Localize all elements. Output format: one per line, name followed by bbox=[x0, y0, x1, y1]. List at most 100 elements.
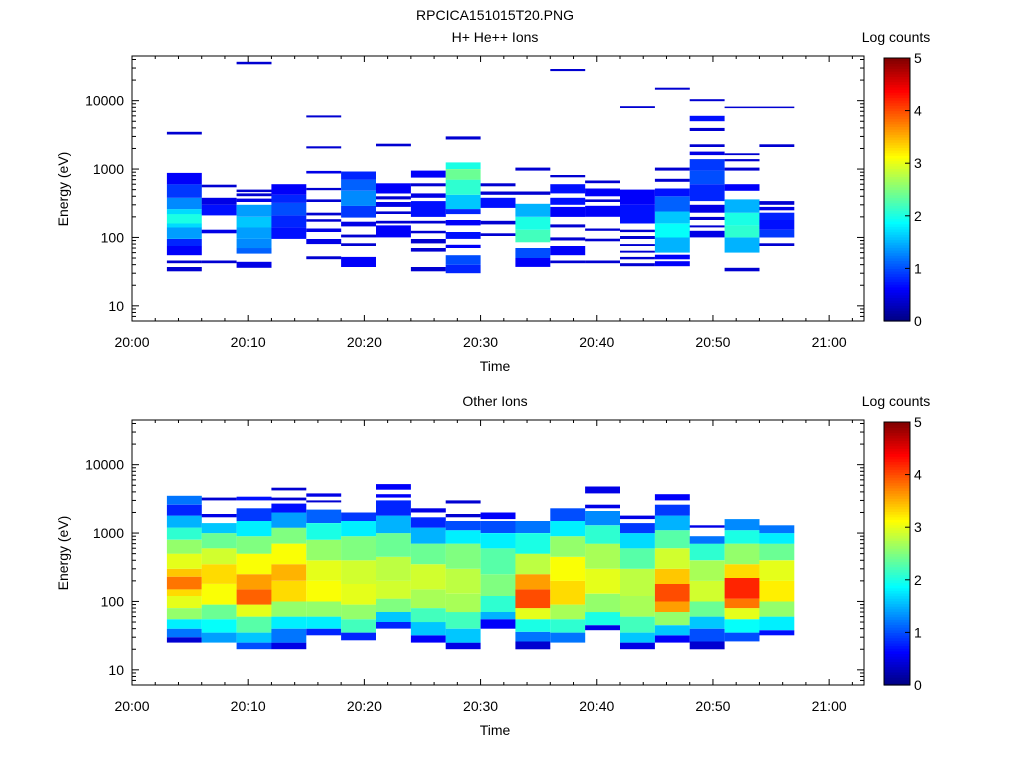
colorbar-swatch bbox=[884, 627, 910, 631]
heatmap-cell bbox=[585, 625, 620, 631]
colorbar-swatch bbox=[884, 422, 910, 426]
colorbar-swatch bbox=[884, 663, 910, 668]
heatmap-cell bbox=[620, 533, 655, 549]
heatmap-cell bbox=[620, 204, 655, 224]
heatmap-cell bbox=[759, 560, 795, 581]
colorbar-swatch bbox=[884, 548, 910, 552]
colorbar-swatch bbox=[884, 239, 910, 243]
heatmap-cell bbox=[689, 628, 725, 642]
colorbar-swatch bbox=[884, 582, 910, 586]
heatmap-cell bbox=[410, 622, 446, 636]
colorbar-swatch bbox=[884, 479, 910, 484]
y-tick-label: 10000 bbox=[85, 457, 124, 473]
heatmap-cell bbox=[166, 223, 202, 228]
heatmap-cell bbox=[410, 608, 446, 623]
colorbar-swatch bbox=[884, 134, 910, 138]
colorbar-swatch bbox=[884, 529, 910, 534]
heatmap-cell bbox=[410, 170, 446, 178]
heatmap-cell bbox=[376, 211, 411, 214]
heatmap-cell bbox=[236, 496, 272, 501]
heatmap-cell bbox=[654, 494, 690, 501]
colorbar-swatch bbox=[884, 677, 910, 681]
heatmap-cell bbox=[480, 574, 516, 596]
colorbar-swatch bbox=[884, 192, 910, 196]
colorbar-swatch bbox=[884, 81, 910, 85]
heatmap-cell bbox=[724, 543, 760, 565]
colorbar-swatch bbox=[884, 105, 910, 109]
heatmap-cell bbox=[306, 239, 342, 245]
heatmap-cell bbox=[585, 180, 620, 184]
heatmap-cell bbox=[724, 632, 760, 642]
colorbar-swatch bbox=[884, 276, 910, 280]
heatmap-cell bbox=[410, 201, 446, 217]
colorbar-swatch bbox=[884, 437, 910, 442]
heatmap-cell bbox=[480, 521, 516, 533]
colorbar-swatch bbox=[884, 215, 910, 220]
heatmap-cell bbox=[376, 533, 411, 557]
heatmap-cell bbox=[166, 608, 202, 620]
heatmap-cell bbox=[410, 527, 446, 544]
colorbar-swatch bbox=[884, 292, 910, 296]
x-tick-label: 20:00 bbox=[114, 334, 149, 350]
heatmap-cell bbox=[724, 106, 760, 109]
colorbar-swatch bbox=[884, 126, 910, 130]
colorbar-swatch bbox=[884, 640, 910, 644]
heatmap-cell bbox=[585, 568, 620, 594]
heatmap-cell bbox=[410, 267, 446, 272]
heatmap-cell bbox=[341, 221, 376, 227]
colorbar-swatch bbox=[884, 542, 910, 547]
colorbar-swatch bbox=[884, 487, 910, 491]
heatmap-cell bbox=[550, 536, 586, 557]
colorbar-swatch bbox=[884, 642, 910, 647]
heatmap-cell bbox=[166, 131, 202, 135]
colorbar-swatch bbox=[884, 213, 910, 217]
heatmap-cell bbox=[236, 574, 272, 590]
heatmap-cell bbox=[236, 189, 272, 193]
heatmap-cell bbox=[515, 191, 551, 195]
plot-frame bbox=[131, 55, 865, 322]
heatmap-cell bbox=[759, 243, 795, 246]
x-tick-label: 20:30 bbox=[463, 334, 498, 350]
heatmap-cell bbox=[236, 508, 272, 521]
heatmap-cell bbox=[759, 533, 795, 544]
colorbar-swatch bbox=[884, 289, 910, 293]
colorbar-swatch bbox=[884, 118, 910, 122]
heatmap-cell bbox=[480, 233, 516, 236]
colorbar-swatch bbox=[884, 86, 910, 91]
heatmap-cell bbox=[620, 250, 655, 253]
colorbar-swatch bbox=[884, 97, 910, 101]
colorbar-swatch bbox=[884, 585, 910, 589]
heatmap-cell bbox=[550, 632, 586, 643]
heatmap-cell bbox=[689, 580, 725, 602]
heatmap-cell bbox=[201, 260, 237, 264]
colorbar-swatch bbox=[884, 537, 910, 541]
x-tick-label: 20:00 bbox=[114, 698, 149, 714]
colorbar-swatch bbox=[884, 242, 910, 246]
heatmap-cell bbox=[410, 220, 446, 224]
colorbar-swatch bbox=[884, 244, 910, 248]
colorbar-swatch bbox=[884, 506, 910, 510]
heatmap-cell bbox=[341, 536, 376, 561]
heatmap-cell bbox=[271, 202, 307, 216]
colorbar-swatch bbox=[884, 297, 910, 301]
panel-h-he-ions: H+ He++ Ions 20:00 20:10 20:20 20:30 20:40 20… bbox=[55, 29, 930, 374]
colorbar-swatch bbox=[884, 171, 910, 175]
y-axis-label: Energy (eV) bbox=[55, 516, 71, 591]
heatmap-cell bbox=[445, 543, 481, 569]
heatmap-cell bbox=[341, 632, 376, 641]
heatmap-cell bbox=[166, 628, 202, 638]
heatmap-cell bbox=[166, 576, 202, 590]
heatmap-cell bbox=[341, 512, 376, 521]
heatmap-cell bbox=[445, 179, 481, 195]
colorbar-swatch bbox=[884, 561, 910, 565]
heatmap-cell bbox=[201, 184, 237, 188]
colorbar-swatch bbox=[884, 564, 910, 568]
heatmap-cell bbox=[445, 568, 481, 594]
colorbar-swatch bbox=[884, 435, 910, 439]
colorbar-swatch bbox=[884, 595, 910, 599]
heatmap-cell bbox=[724, 237, 760, 253]
y-tick-label: 1000 bbox=[93, 525, 124, 541]
heatmap-cell bbox=[271, 512, 307, 528]
heatmap-cell bbox=[306, 212, 342, 216]
heatmap-cell bbox=[166, 619, 202, 629]
